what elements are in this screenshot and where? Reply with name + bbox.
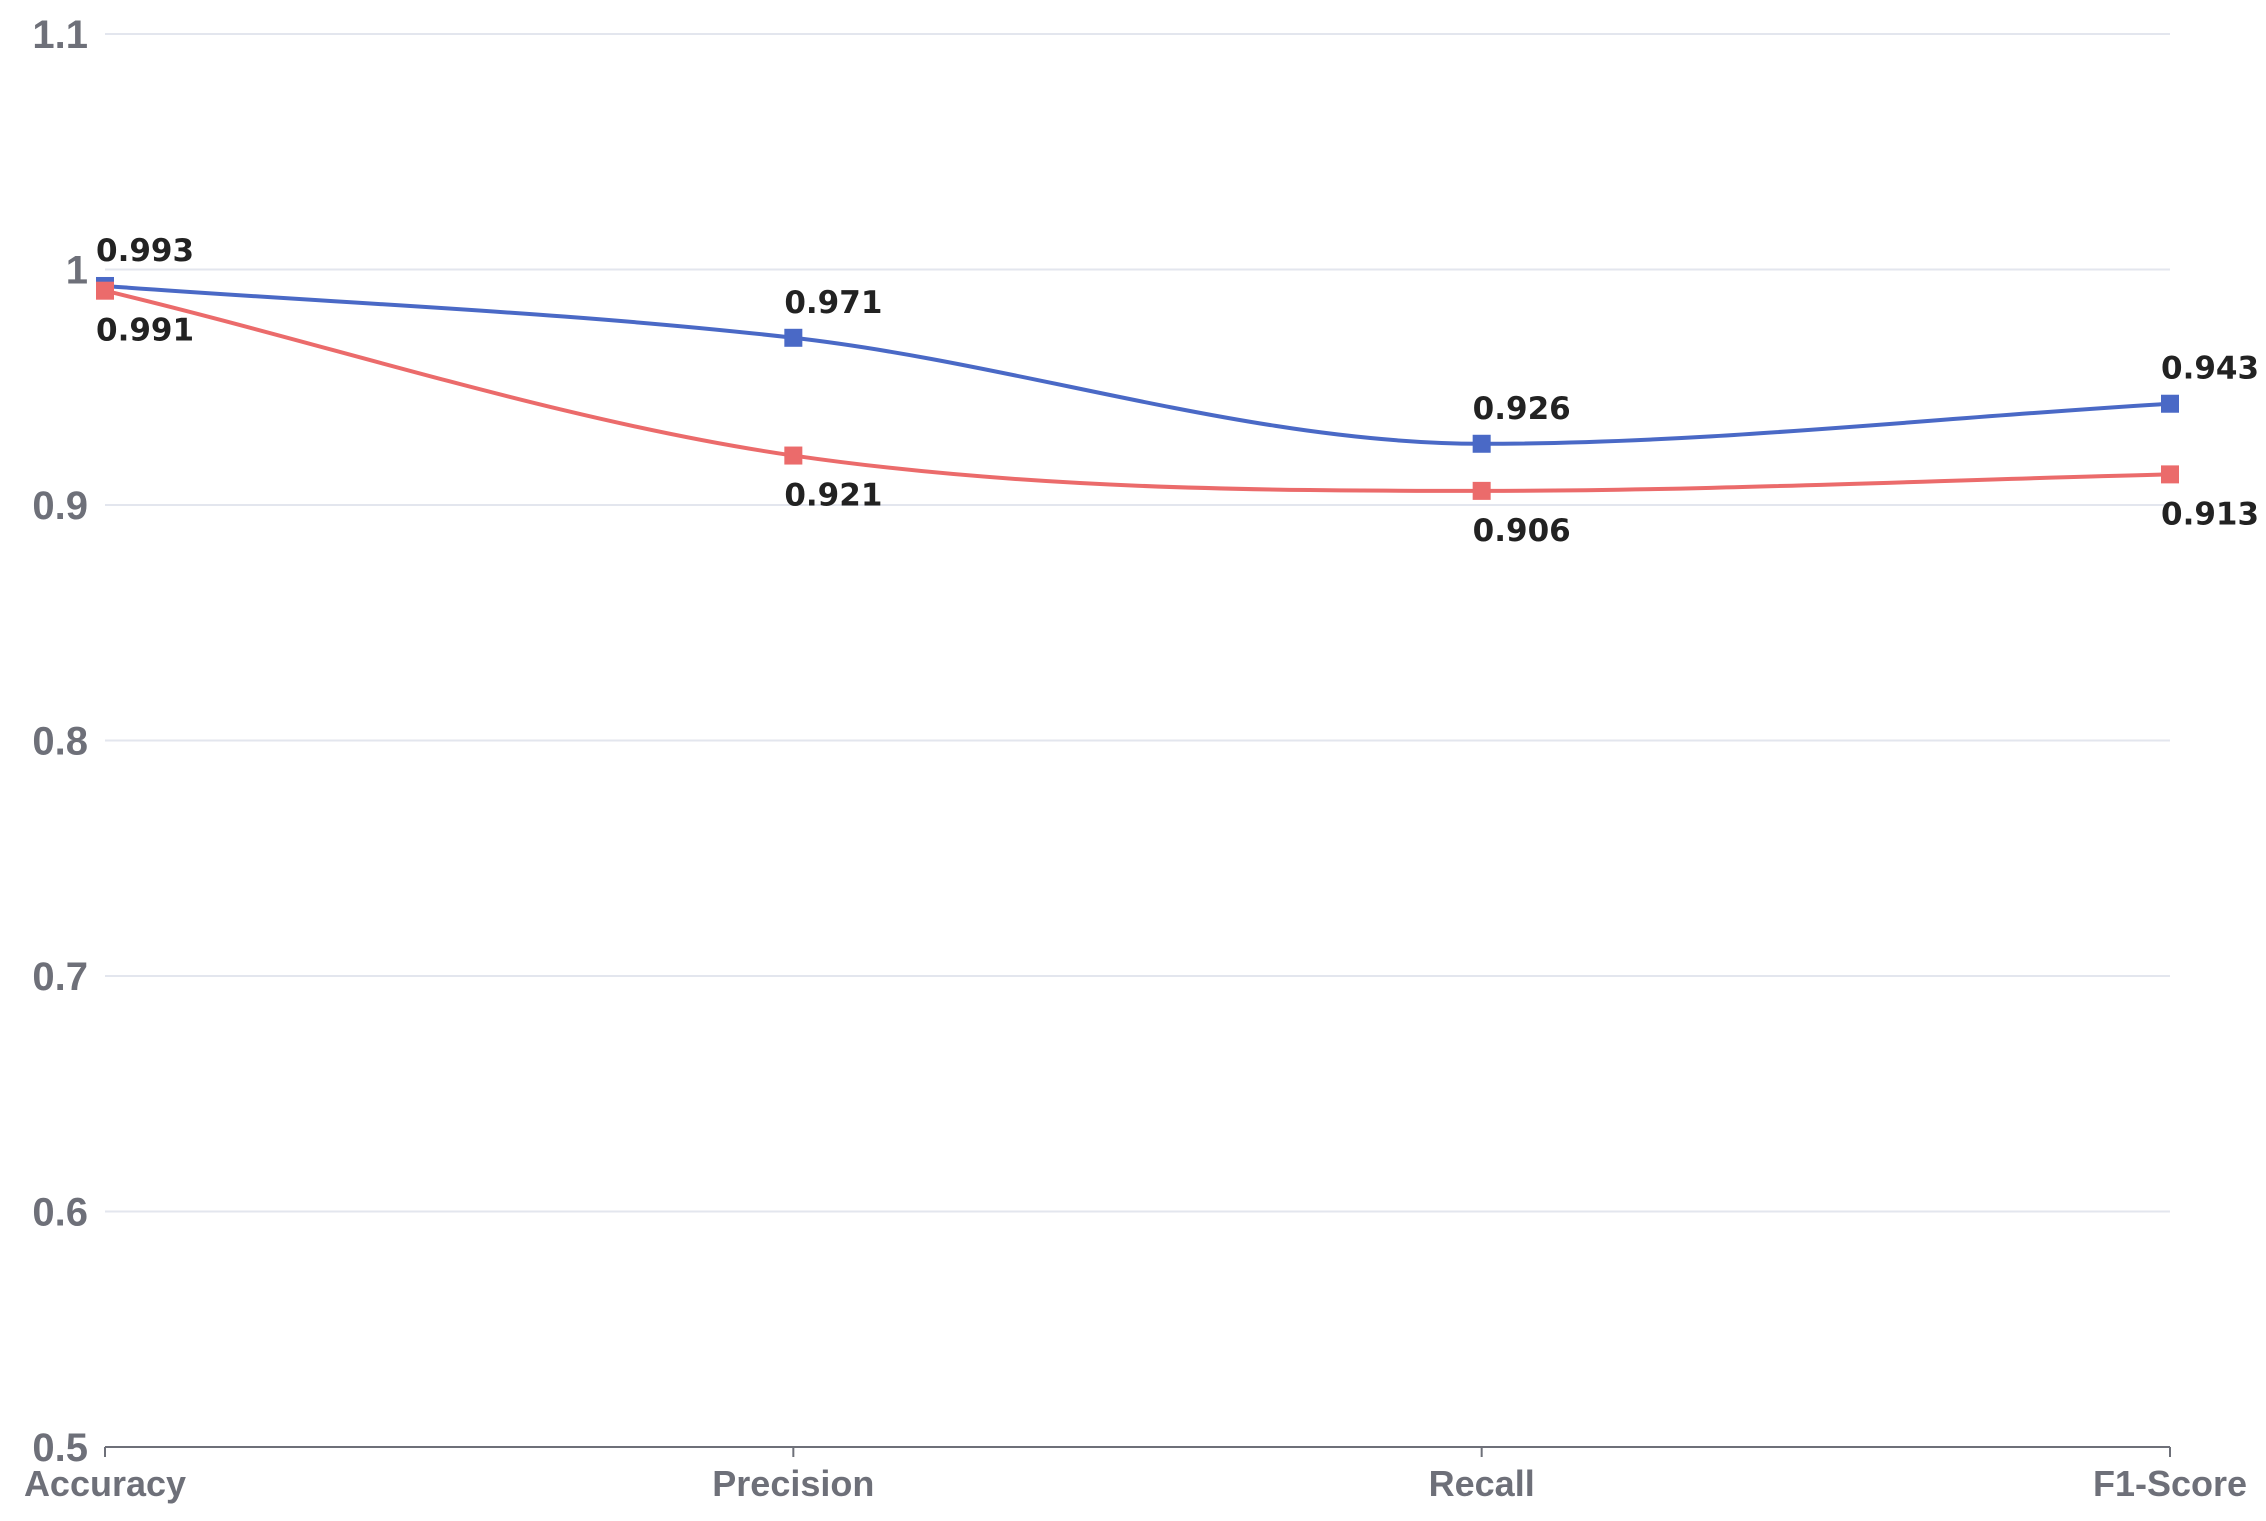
grid-lines bbox=[105, 33, 2170, 1213]
x-tick-label: Recall bbox=[1429, 1463, 1535, 1504]
x-axis bbox=[104, 1446, 2171, 1457]
series-line-2 bbox=[104, 288, 2171, 493]
series-1-marker bbox=[784, 328, 803, 347]
data-label-series-1: 0.971 bbox=[784, 285, 882, 321]
series-2-marker bbox=[96, 281, 114, 300]
series-2-marker bbox=[2161, 465, 2179, 484]
x-tick-label: Precision bbox=[712, 1463, 874, 1504]
data-labels: 0.993 0.971 0.926 0.943 0.991 0.921 0.906 0.913 bbox=[96, 233, 2259, 549]
series-line-1 bbox=[104, 283, 2171, 446]
y-tick-label: 1 bbox=[66, 249, 88, 293]
data-label-series-2: 0.906 bbox=[1473, 513, 1571, 549]
x-axis-labels: Accuracy Precision Recall F1-Score bbox=[24, 1463, 2247, 1504]
series-2-marker bbox=[1472, 481, 1491, 500]
y-tick-label: 0.8 bbox=[32, 720, 88, 764]
data-label-series-1: 0.926 bbox=[1473, 391, 1571, 427]
series-lines bbox=[104, 283, 2171, 493]
data-label-series-2: 0.921 bbox=[784, 478, 882, 514]
series-markers bbox=[96, 276, 2179, 500]
data-label-series-1: 0.943 bbox=[2161, 351, 2259, 387]
data-label-series-1: 0.993 bbox=[96, 233, 194, 269]
y-tick-label: 0.5 bbox=[32, 1426, 88, 1470]
y-tick-label: 0.9 bbox=[32, 484, 88, 528]
series-1-marker bbox=[2161, 394, 2179, 413]
data-label-series-2: 0.991 bbox=[96, 313, 194, 349]
y-tick-label: 0.7 bbox=[32, 955, 88, 999]
y-tick-label: 1.1 bbox=[32, 13, 88, 57]
y-axis-labels: 0.5 0.6 0.7 0.8 0.9 1 1.1 bbox=[32, 13, 88, 1470]
data-label-series-2: 0.913 bbox=[2161, 496, 2259, 532]
x-tick-label: F1-Score bbox=[2093, 1463, 2247, 1504]
x-tick-label: Accuracy bbox=[24, 1463, 186, 1504]
series-1-marker bbox=[1472, 434, 1491, 453]
series-2-marker bbox=[784, 446, 803, 465]
y-tick-label: 0.6 bbox=[32, 1191, 88, 1235]
